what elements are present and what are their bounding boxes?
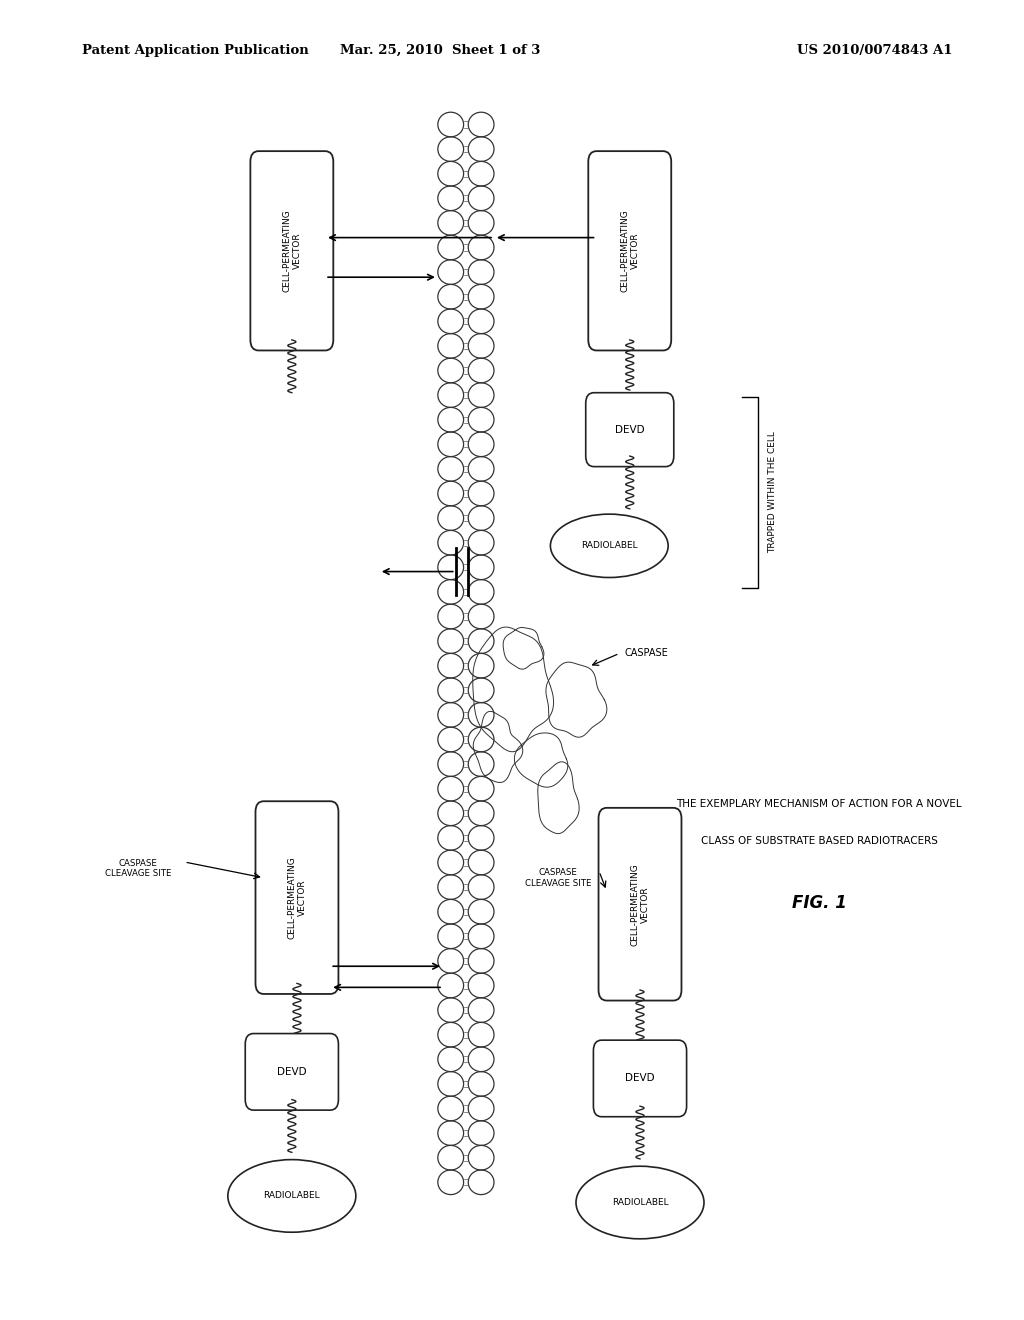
Text: US 2010/0074843 A1: US 2010/0074843 A1 (797, 44, 952, 57)
Text: Patent Application Publication: Patent Application Publication (82, 44, 308, 57)
Text: FIG. 1: FIG. 1 (792, 894, 847, 912)
Text: DEVD: DEVD (626, 1073, 654, 1084)
Text: Mar. 25, 2010  Sheet 1 of 3: Mar. 25, 2010 Sheet 1 of 3 (340, 44, 541, 57)
Text: CELL-PERMEATING
VECTOR: CELL-PERMEATING VECTOR (288, 857, 306, 939)
Text: CELL-PERMEATING
VECTOR: CELL-PERMEATING VECTOR (621, 210, 639, 292)
Text: CASPASE
CLEAVAGE SITE: CASPASE CLEAVAGE SITE (105, 859, 171, 878)
FancyBboxPatch shape (598, 808, 682, 1001)
Text: CLASS OF SUBSTRATE BASED RADIOTRACERS: CLASS OF SUBSTRATE BASED RADIOTRACERS (700, 836, 938, 846)
Text: RADIOLABEL: RADIOLABEL (611, 1199, 669, 1206)
Text: DEVD: DEVD (278, 1067, 306, 1077)
Ellipse shape (227, 1160, 356, 1233)
FancyBboxPatch shape (245, 1034, 338, 1110)
FancyBboxPatch shape (586, 393, 674, 467)
FancyBboxPatch shape (594, 1040, 686, 1117)
FancyBboxPatch shape (255, 801, 338, 994)
Text: RADIOLABEL: RADIOLABEL (263, 1192, 321, 1200)
Text: CELL-PERMEATING
VECTOR: CELL-PERMEATING VECTOR (631, 863, 649, 945)
Text: DEVD: DEVD (615, 425, 644, 434)
Text: CELL-PERMEATING
VECTOR: CELL-PERMEATING VECTOR (283, 210, 301, 292)
Text: TRAPPED WITHIN THE CELL: TRAPPED WITHIN THE CELL (768, 432, 777, 553)
Text: CASPASE
CLEAVAGE SITE: CASPASE CLEAVAGE SITE (525, 869, 591, 887)
Ellipse shape (575, 1167, 705, 1238)
FancyBboxPatch shape (588, 150, 672, 350)
Ellipse shape (551, 515, 668, 578)
FancyBboxPatch shape (250, 150, 333, 350)
Text: RADIOLABEL: RADIOLABEL (581, 541, 638, 550)
Text: THE EXEMPLARY MECHANISM OF ACTION FOR A NOVEL: THE EXEMPLARY MECHANISM OF ACTION FOR A … (677, 799, 962, 809)
Text: CASPASE: CASPASE (625, 648, 669, 659)
